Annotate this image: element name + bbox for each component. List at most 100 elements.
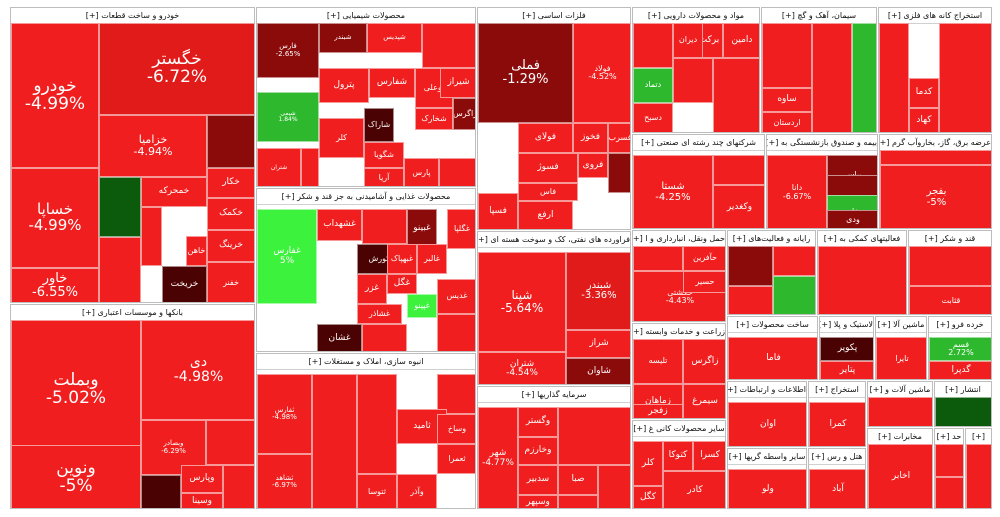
treemap-tile[interactable]: کلر [319,118,364,158]
treemap-tile[interactable]: دیران [673,23,703,58]
sector-title[interactable]: انبوه سازی، املاک و مستغلات [+] [257,354,475,370]
treemap-tile[interactable]: پارس [404,158,439,186]
treemap-tile-unlabeled[interactable] [558,495,598,508]
sector[interactable]: خودرو و ساخت قطعات [+] خودرو -4.99% خگستر -6… [10,7,255,303]
treemap-tile-unlabeled[interactable] [357,374,397,474]
treemap-tile[interactable]: صبا [558,465,598,495]
sector[interactable]: حد [+] [934,428,964,509]
treemap-tile[interactable]: شستا -4.25% [633,155,713,228]
sector-title[interactable]: فلزات اساسی [+] [478,8,630,24]
treemap-tile-unlabeled[interactable] [207,115,254,168]
treemap-tile[interactable]: شاراک [364,108,394,142]
treemap-tile[interactable]: خگستر -6.72% [99,23,254,115]
treemap-tile[interactable]: شپدیس [367,23,422,53]
treemap-tile-unlabeled[interactable] [773,246,815,276]
sector[interactable]: بیمه و صندوق بازنشستگی به [+] دانا-6.67% ب… [766,134,878,229]
treemap-tile[interactable]: غشهداب [317,209,362,241]
treemap-tile[interactable]: خودرو -4.99% [11,23,99,168]
sector-title[interactable]: حمل ونقل، انبارداری و ا [+] [633,231,725,247]
treemap-tile-unlabeled[interactable] [728,246,773,286]
treemap-tile-unlabeled[interactable] [633,23,673,68]
treemap-tile-unlabeled[interactable] [206,420,254,465]
treemap-tile[interactable]: دامین [723,23,759,58]
treemap-tile-unlabeled[interactable] [608,153,630,193]
treemap-tile-unlabeled[interactable] [852,23,876,132]
treemap-tile[interactable]: وکغدیر [713,185,764,228]
treemap-tile[interactable]: اخابر [868,444,932,508]
treemap-tile[interactable]: قثابت [909,286,991,314]
treemap-tile-unlabeled[interactable] [422,23,475,68]
sector[interactable]: سایر واسطه گریها [+] ولو [727,448,807,509]
treemap-tile-unlabeled[interactable] [935,444,963,477]
treemap-tile-unlabeled[interactable] [673,58,713,103]
sector[interactable]: سرمایه گذاریها [+] شهر -4.77% وگستر وخارزم سد… [477,386,631,509]
sector-title[interactable]: استخراج کانه های فلزی [+] [879,8,991,24]
treemap-tile[interactable]: سدبیر [518,465,558,495]
treemap-tile[interactable]: ارفع [518,201,573,229]
treemap-tile[interactable]: فولای [518,123,573,153]
treemap-tile[interactable]: وگستر [518,407,558,437]
treemap-tile[interactable]: ولو [728,469,806,508]
sector-title[interactable]: محصولات شیمیایی [+] [257,8,475,24]
sector-title[interactable]: انتشار [+] [935,382,991,398]
treemap-tile-unlabeled[interactable] [437,314,475,351]
sector[interactable]: اطلاعات و ارتباطات [+] اوان [727,381,807,447]
treemap-tile-unlabeled[interactable] [880,150,991,165]
treemap-tile[interactable]: غدیس [437,279,475,314]
treemap-tile-unlabeled[interactable] [99,177,141,237]
treemap-tile[interactable]: وسینا [181,493,223,508]
treemap-tile[interactable]: ثشاهد -6.97% [257,454,312,508]
treemap-tile[interactable]: غالبر [417,244,447,274]
treemap-tile-unlabeled[interactable] [939,23,991,132]
sector-title[interactable]: رایانه و فعالیت‌های [+] [728,231,815,247]
sector-title[interactable]: مواد و محصولات دارویی [+] [633,8,759,24]
treemap-tile[interactable]: شپنا -5.64% [478,252,566,352]
treemap-tile[interactable]: اردستان [762,112,812,132]
sector-title[interactable]: سایر واسطه گریها [+] [728,449,806,465]
treemap-tile[interactable]: وساخ [437,414,475,444]
treemap-tile-unlabeled[interactable] [99,237,141,302]
treemap-tile-unlabeled[interactable] [868,397,932,426]
sector-title[interactable]: ماشین آلا [+] [876,317,926,333]
treemap-tile-unlabeled[interactable] [812,23,852,132]
sector[interactable]: ساخت محصولات [+] فاما [727,316,818,380]
treemap-tile[interactable]: دانا -6.67% [767,155,827,228]
treemap-tile[interactable]: اوان [728,402,806,446]
treemap-tile[interactable]: تایرا [876,337,926,379]
treemap-tile[interactable]: کلر [633,441,663,486]
sector[interactable]: عرضه برق، گاز، بخاروآب گرم [+] بفجر -5% [879,134,992,229]
treemap-tile-unlabeled[interactable] [713,155,764,185]
treemap-tile[interactable]: فسپا [478,193,518,229]
treemap-tile[interactable]: فملی -1.29% [478,23,573,123]
sector[interactable]: فعالیتهای کمکی به [+] [817,230,907,315]
treemap-tile-unlabeled[interactable] [633,246,683,271]
sector-title[interactable]: اطلاعات و ارتباطات [+] [728,382,806,398]
sector[interactable]: رایانه و فعالیت‌های [+] [727,230,816,315]
treemap-tile[interactable]: شبندر [319,23,367,53]
treemap-tile[interactable]: کگل [633,486,663,508]
sector[interactable]: ماشین آلا [+] تایرا [875,316,927,380]
sector[interactable]: [+] [965,428,992,509]
sector-title[interactable]: [+] [966,429,991,445]
sector-title[interactable]: مخابرات [+] [868,429,932,445]
treemap-tile[interactable]: وسپهر [518,495,558,508]
sector[interactable]: خرده فرو [+] فسم 2.72% گدپرا [928,316,992,380]
treemap-tile[interactable]: خفنر [207,262,254,302]
sector-title[interactable]: محصولات غذایی و آشامیدنی به جز قند و شکر… [257,189,475,205]
sector-title[interactable]: لاستیک و پلا [+] [820,317,873,333]
treemap-tile-unlabeled[interactable] [935,477,963,508]
treemap-tile[interactable]: غبهپاک [387,244,417,274]
treemap-tile[interactable]: پتایر [820,361,873,379]
sector[interactable]: سایر محصولات کانی غ [+] کسرا کتوکا کلر کگل کا… [632,420,726,509]
treemap-tile[interactable]: پکویر [820,337,873,361]
sector[interactable]: سیمان، آهک و گچ [+] ساوه اردستان [761,7,877,133]
treemap-tile[interactable]: پترول [319,68,369,103]
treemap-tile[interactable]: خساپا -4.99% [11,168,99,268]
treemap-tile[interactable]: غشاذر [357,304,402,324]
treemap-tile-unlabeled[interactable] [762,23,812,88]
sector-title[interactable]: ماشین آلات و [+] [868,382,932,398]
sector[interactable]: لاستیک و پلا [+] پکویر پتایر [819,316,874,380]
treemap-tile[interactable]: زاگرس [683,339,725,384]
treemap-tile[interactable]: گدپرا [929,361,991,379]
treemap-tile[interactable]: کتوکا [663,441,693,471]
